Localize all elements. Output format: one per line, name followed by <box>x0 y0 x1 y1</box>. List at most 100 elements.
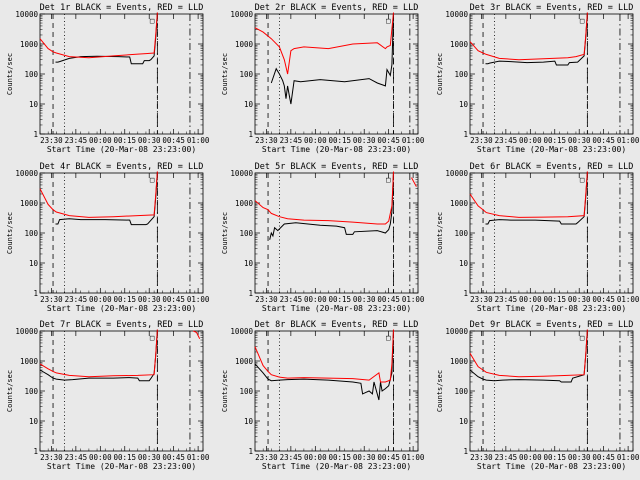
x-tick-label: 23:45 <box>280 295 303 304</box>
x-tick-label: 00:30 <box>568 136 591 145</box>
x-tick-label: 23:45 <box>65 136 88 145</box>
series-lld <box>39 329 201 378</box>
panel-2: Det 2r BLACK = Events, RED = LLD 1 10 100 10… <box>221 3 425 154</box>
y-tick-label: 10000 <box>15 327 38 336</box>
y-tick-label: 10000 <box>445 327 468 336</box>
series-events <box>254 329 394 401</box>
x-tick-label: 23:30 <box>255 453 278 462</box>
y-tick-label: 1000 <box>450 199 469 208</box>
series-events <box>55 171 158 226</box>
y-axis-label: Counts/sec <box>221 53 229 95</box>
y-tick-label: 10 <box>244 259 254 268</box>
x-tick-label: 00:15 <box>113 295 136 304</box>
y-axis-label: Counts/sec <box>6 53 14 95</box>
marker-label: □ <box>150 16 155 25</box>
series-lld <box>254 171 417 225</box>
x-tick-label: 23:45 <box>495 453 518 462</box>
x-axis-label: Start Time (20-Mar-08 23:23:00) <box>262 145 411 154</box>
y-tick-label: 100 <box>239 70 253 79</box>
y-tick-label: 100 <box>454 387 468 396</box>
panel-7: Det 7r BLACK = Events, RED = LLD 1 10 100 10… <box>6 320 210 471</box>
y-tick-label: 1 <box>33 130 38 139</box>
x-tick-label: 23:45 <box>65 453 88 462</box>
y-tick-label: 100 <box>454 229 468 238</box>
x-tick-label: 01:00 <box>617 295 640 304</box>
y-tick-label: 1000 <box>20 357 39 366</box>
x-tick-label: 00:45 <box>592 295 615 304</box>
series-lld <box>39 12 158 59</box>
x-tick-label: 00:45 <box>377 295 400 304</box>
x-tick-label: 00:45 <box>592 453 615 462</box>
x-tick-label: 00:00 <box>304 453 327 462</box>
x-tick-label: 01:00 <box>187 295 210 304</box>
series-lld <box>469 12 588 61</box>
series-events <box>55 12 158 65</box>
marker-label: □ <box>150 175 155 184</box>
panel-6: Det 6r BLACK = Events, RED = LLD 1 10 100 10… <box>436 162 640 313</box>
x-tick-label: 00:15 <box>328 295 351 304</box>
x-tick-label: 00:30 <box>138 136 161 145</box>
chart-title: Det 3r BLACK = Events, RED = LLD <box>470 3 634 13</box>
chart-title: Det 9r BLACK = Events, RED = LLD <box>470 320 634 330</box>
y-axis-label: Counts/sec <box>436 53 444 95</box>
chart-title: Det 8r BLACK = Events, RED = LLD <box>255 320 419 330</box>
x-tick-label: 23:45 <box>495 136 518 145</box>
y-tick-label: 10 <box>459 100 469 109</box>
y-tick-label: 1 <box>463 130 468 139</box>
y-tick-label: 1000 <box>20 40 39 49</box>
y-tick-label: 10000 <box>230 327 253 336</box>
series-events <box>469 329 588 383</box>
x-tick-label: 00:15 <box>543 136 566 145</box>
x-tick-label: 00:00 <box>89 136 112 145</box>
y-tick-label: 1 <box>248 130 253 139</box>
panel-4: Det 4r BLACK = Events, RED = LLD 1 10 100 10… <box>6 162 210 313</box>
y-tick-label: 1 <box>33 289 38 298</box>
x-tick-label: 23:30 <box>40 453 63 462</box>
x-axis-label: Start Time (20-Mar-08 23:23:00) <box>262 462 411 471</box>
x-tick-label: 01:00 <box>402 295 425 304</box>
x-tick-label: 00:30 <box>353 136 376 145</box>
panel-1: Det 1r BLACK = Events, RED = LLD 1 10 100 10… <box>6 3 210 154</box>
y-axis-label: Counts/sec <box>6 370 14 412</box>
x-tick-label: 23:30 <box>470 453 493 462</box>
chart-title: Det 1r BLACK = Events, RED = LLD <box>40 3 204 13</box>
marker-label: □ <box>386 333 391 342</box>
panel-8: Det 8r BLACK = Events, RED = LLD 1 10 100 10… <box>221 320 425 471</box>
x-tick-label: 00:45 <box>162 295 185 304</box>
chart-title: Det 2r BLACK = Events, RED = LLD <box>255 3 419 13</box>
y-tick-label: 100 <box>454 70 468 79</box>
x-tick-label: 00:45 <box>377 136 400 145</box>
series-lld <box>469 171 588 218</box>
series-events <box>39 329 158 382</box>
x-tick-label: 00:45 <box>377 453 400 462</box>
y-tick-label: 1000 <box>235 40 254 49</box>
x-tick-label: 23:30 <box>40 295 63 304</box>
x-tick-label: 00:30 <box>568 453 591 462</box>
x-tick-label: 00:15 <box>543 295 566 304</box>
y-tick-label: 10 <box>244 417 254 426</box>
marker-label: □ <box>386 16 391 25</box>
x-tick-label: 23:45 <box>65 295 88 304</box>
x-tick-label: 00:30 <box>568 295 591 304</box>
x-tick-label: 23:45 <box>280 136 303 145</box>
x-axis-label: Start Time (20-Mar-08 23:23:00) <box>47 462 196 471</box>
y-tick-label: 10000 <box>15 10 38 19</box>
x-tick-label: 00:00 <box>519 295 542 304</box>
x-axis-label: Start Time (20-Mar-08 23:23:00) <box>47 304 196 313</box>
panel-3: Det 3r BLACK = Events, RED = LLD 1 10 100 10… <box>436 3 640 154</box>
x-tick-label: 00:00 <box>89 295 112 304</box>
x-tick-label: 01:00 <box>617 453 640 462</box>
y-tick-label: 10000 <box>445 10 468 19</box>
panel-5: Det 5r BLACK = Events, RED = LLD 1 10 100 10… <box>221 162 425 313</box>
marker-label: □ <box>150 333 155 342</box>
marker-label: □ <box>580 16 585 25</box>
x-tick-label: 01:00 <box>402 453 425 462</box>
chart-title: Det 5r BLACK = Events, RED = LLD <box>255 162 419 172</box>
y-tick-label: 100 <box>239 229 253 238</box>
series-lld <box>254 329 394 383</box>
x-tick-label: 00:15 <box>543 453 566 462</box>
series-events <box>485 171 588 225</box>
y-tick-label: 1000 <box>235 199 254 208</box>
y-axis-label: Counts/sec <box>221 370 229 412</box>
